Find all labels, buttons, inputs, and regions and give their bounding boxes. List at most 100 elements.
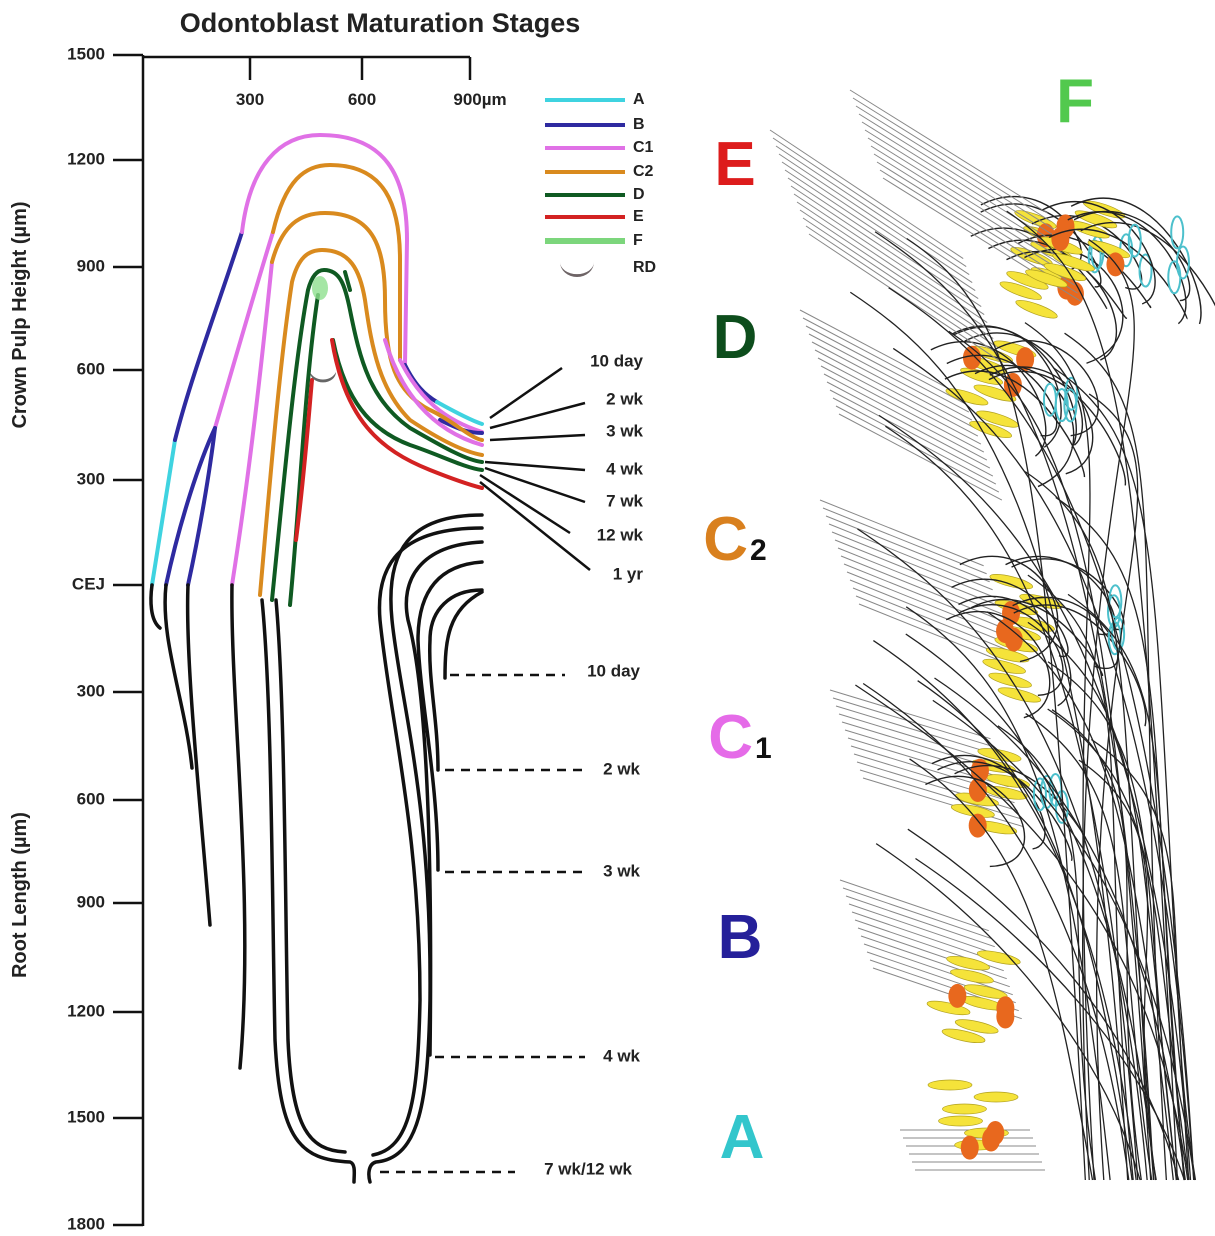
panel-letter: F <box>1056 67 1094 136</box>
root-curves <box>151 515 482 1182</box>
process <box>843 888 992 939</box>
cell <box>989 571 1034 591</box>
root-stage: 4 wk <box>603 1046 640 1065</box>
top-tick: 300 <box>236 90 264 109</box>
process <box>868 138 1066 261</box>
left-tick: 300 <box>77 469 105 488</box>
crown-axis-label: Crown Pulp Height (µm) <box>9 201 31 428</box>
fiber-bundle <box>893 348 1193 1180</box>
left-tick: 1800 <box>67 1214 105 1233</box>
crown-stage: 4 wk <box>606 459 643 478</box>
title: Odontoblast Maturation Stages <box>180 8 581 38</box>
letter: C <box>708 703 753 772</box>
process <box>829 524 993 590</box>
legend-label: A <box>633 91 645 108</box>
process <box>776 146 969 275</box>
root-stage: 2 wk <box>603 759 640 778</box>
process <box>846 896 995 947</box>
crown-leaders <box>380 368 590 1172</box>
legend-label: D <box>633 186 645 203</box>
panel-letter: C2 <box>703 505 766 574</box>
left-tick: 1200 <box>67 149 105 168</box>
nucleus <box>1002 601 1020 625</box>
crown-stage: 3 wk <box>606 421 643 440</box>
top-tick: 600 <box>348 90 376 109</box>
cell-panel <box>770 90 1215 1180</box>
panel-letter: C1 <box>708 703 771 772</box>
cell <box>988 670 1033 690</box>
process <box>818 358 981 444</box>
process <box>824 374 987 460</box>
panel-letter: D <box>713 303 758 372</box>
fiber-bundle <box>855 685 1187 1180</box>
cyan-cell <box>1171 216 1183 248</box>
letter: F <box>1056 67 1094 136</box>
cell <box>939 1116 983 1126</box>
process <box>794 194 987 323</box>
legend: AB C1 C2 DEF RD <box>545 91 656 276</box>
letter: C <box>703 505 748 574</box>
letter: B <box>718 903 763 972</box>
left-tick: 900 <box>77 256 105 275</box>
process <box>791 186 984 315</box>
left-tick: 600 <box>77 789 105 808</box>
crown-stage: 7 wk <box>606 491 643 510</box>
legend-label: C1 <box>633 139 654 156</box>
panel-letter: A <box>720 1103 765 1172</box>
letter-sub: 2 <box>750 534 767 567</box>
crown-stage: 1 yr <box>613 564 644 583</box>
letter: E <box>714 130 755 199</box>
nucleus <box>948 984 966 1008</box>
process <box>785 170 978 299</box>
cyan-cell <box>1168 261 1180 293</box>
process <box>830 390 993 476</box>
legend-label: B <box>633 116 645 133</box>
process <box>840 880 989 931</box>
process <box>779 154 972 283</box>
process <box>836 706 997 755</box>
crown-stage: 2 wk <box>606 389 643 408</box>
letter-sub: 1 <box>755 732 772 765</box>
top-tick: 900µm <box>453 90 506 109</box>
process <box>806 326 969 412</box>
root-stage: 10 day <box>587 661 640 680</box>
process <box>821 366 984 452</box>
root-stage: 3 wk <box>603 861 640 880</box>
process <box>773 138 966 267</box>
letter: A <box>720 1103 765 1172</box>
nucleus <box>969 814 987 838</box>
left-tick: 1500 <box>67 44 105 63</box>
process <box>770 130 963 259</box>
process <box>820 500 984 566</box>
nucleus <box>961 1136 979 1160</box>
legend-label: E <box>633 208 644 225</box>
process <box>849 904 998 955</box>
process <box>803 318 966 404</box>
crown-stage: 12 wk <box>597 525 644 544</box>
legend-label: F <box>633 232 643 249</box>
process <box>865 130 1063 253</box>
root-axis-label: Root Length (µm) <box>9 812 31 978</box>
rd-icon <box>560 262 594 277</box>
panel-letter: E <box>714 130 755 199</box>
cell <box>997 685 1042 705</box>
crown-stage: 10 day <box>590 351 643 370</box>
nucleus <box>963 346 981 370</box>
left-tick: 900 <box>77 892 105 911</box>
process <box>797 202 990 331</box>
root-stage: 7 wk/12 wk <box>544 1159 632 1178</box>
process <box>800 210 993 339</box>
nucleus <box>996 996 1014 1020</box>
left-tick: 600 <box>77 359 105 378</box>
cell <box>974 1092 1018 1102</box>
cell <box>942 1104 986 1114</box>
cell <box>928 1080 972 1090</box>
legend-label: RD <box>633 259 656 276</box>
legend-label: C2 <box>633 163 654 180</box>
figure: Odontoblast Maturation Stages 300 600 90… <box>0 0 1215 1236</box>
fiber-bundle <box>1053 368 1188 1180</box>
cell <box>1014 297 1059 321</box>
process <box>830 690 991 739</box>
process <box>809 334 972 420</box>
nucleus <box>982 1128 1000 1152</box>
